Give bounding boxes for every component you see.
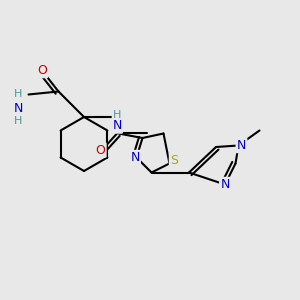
Text: H: H	[14, 89, 22, 100]
Text: N: N	[130, 151, 140, 164]
Text: N: N	[237, 139, 246, 152]
Text: N: N	[220, 178, 230, 191]
Text: N: N	[112, 119, 122, 133]
Text: H: H	[113, 110, 121, 121]
Text: O: O	[96, 143, 105, 157]
Text: H: H	[14, 116, 22, 127]
Text: N: N	[13, 101, 23, 115]
Text: O: O	[37, 64, 47, 77]
Text: S: S	[170, 154, 178, 167]
